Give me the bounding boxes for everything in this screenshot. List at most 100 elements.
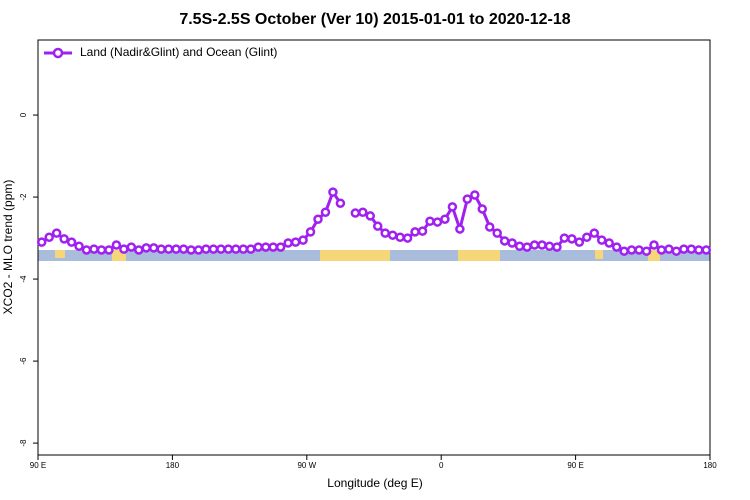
data-point — [425, 216, 435, 227]
data-point — [604, 238, 614, 248]
data-point — [36, 237, 47, 247]
data-point — [66, 237, 77, 247]
data-point — [74, 241, 84, 252]
data-point — [440, 214, 450, 224]
data-point — [410, 227, 420, 237]
data-point — [477, 204, 488, 214]
data-point — [253, 242, 264, 252]
data-point — [208, 244, 219, 254]
y-axis-label: XCO2 - MLO trend (ppm) — [1, 180, 15, 315]
data-point — [537, 240, 547, 250]
chart-title: 7.5S-2.5S October (Ver 10) 2015-01-01 to… — [179, 11, 570, 28]
legend-marker — [52, 47, 64, 59]
data-point — [335, 198, 346, 208]
data-point — [163, 244, 174, 254]
data-point — [59, 234, 69, 244]
data-point — [529, 240, 540, 250]
data-point — [552, 242, 562, 252]
data-point — [268, 242, 278, 252]
data-point — [611, 242, 622, 252]
data-point — [275, 242, 286, 252]
data-point — [499, 236, 510, 246]
data-point — [372, 221, 383, 231]
data-point — [626, 245, 637, 255]
data-point — [81, 245, 92, 255]
data-point — [447, 202, 458, 212]
data-point — [582, 232, 592, 242]
data-point — [231, 244, 241, 254]
data-point — [387, 230, 398, 240]
data-point — [238, 244, 249, 254]
data-point — [350, 208, 361, 218]
map-strip — [38, 250, 710, 261]
data-point — [492, 228, 502, 238]
data-point — [402, 233, 413, 243]
x-tick-label: 90 E — [30, 461, 46, 470]
data-point — [246, 244, 256, 254]
data-point — [589, 228, 600, 238]
x-axis-label: Longitude (deg E) — [327, 476, 422, 490]
data-point — [201, 244, 211, 254]
x-tick-label: 90 W — [297, 461, 316, 470]
data-point — [216, 244, 226, 254]
data-point — [596, 235, 607, 245]
data-point — [104, 245, 114, 255]
data-point — [567, 234, 577, 244]
data-point — [290, 237, 301, 247]
data-point — [664, 244, 674, 254]
data-point — [694, 245, 704, 255]
data-point — [686, 244, 697, 254]
data-point — [141, 243, 152, 253]
data-point — [641, 246, 652, 256]
legend-label: Land (Nadir&Glint) and Ocean (Glint) — [80, 45, 277, 59]
data-point — [514, 241, 525, 252]
data-point — [305, 227, 316, 237]
data-point — [178, 244, 189, 254]
data-point — [223, 244, 234, 254]
data-point — [679, 244, 689, 254]
data-point — [380, 228, 390, 238]
data-point — [171, 244, 181, 254]
y-tick-label: -6 — [19, 357, 28, 365]
x-tick-label: 180 — [166, 461, 180, 470]
y-tick-label: -8 — [19, 439, 28, 447]
data-point — [193, 245, 204, 255]
data-point — [544, 241, 555, 252]
data-point — [455, 224, 465, 234]
data-point — [470, 190, 480, 200]
data-point — [298, 235, 308, 245]
data-point — [358, 207, 368, 217]
x-tick-label: 90 E — [567, 461, 583, 470]
data-point — [126, 242, 137, 252]
data-point — [574, 237, 585, 247]
data-point — [320, 207, 331, 217]
data-point — [671, 246, 682, 256]
data-point — [462, 194, 473, 204]
data-point — [432, 217, 443, 227]
x-tick-label: 180 — [703, 461, 717, 470]
data-point — [328, 187, 338, 197]
data-point — [484, 222, 495, 232]
data-point — [417, 226, 428, 236]
data-point — [559, 233, 570, 243]
data-point — [156, 244, 166, 254]
y-tick-label: -4 — [19, 275, 28, 283]
data-point — [365, 211, 376, 221]
data-point — [656, 245, 667, 255]
data-point — [522, 242, 532, 252]
data-point — [119, 244, 129, 254]
data-point — [96, 245, 107, 255]
data-point — [51, 228, 62, 238]
x-tick-label: 0 — [439, 461, 444, 470]
data-point — [186, 245, 196, 255]
data-point — [634, 245, 644, 255]
data-point — [111, 240, 122, 250]
data-point — [313, 214, 323, 224]
data-point — [507, 238, 517, 248]
data-point — [649, 240, 659, 250]
data-point — [395, 232, 405, 242]
data-point — [260, 242, 271, 252]
data-point — [619, 246, 629, 256]
y-tick-label: -2 — [19, 193, 28, 201]
